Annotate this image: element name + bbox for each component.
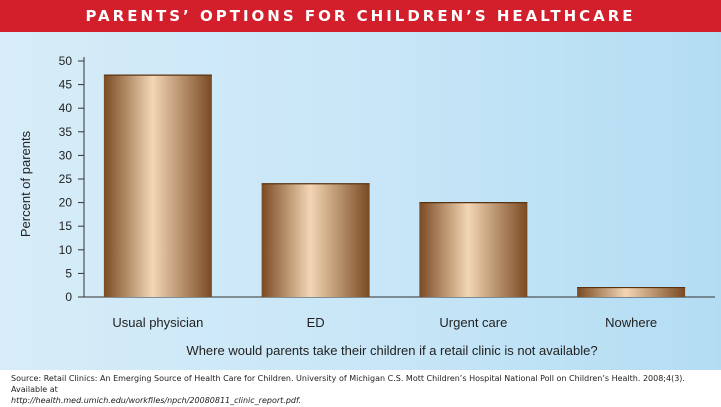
- y-tick-label: 15: [59, 219, 73, 233]
- y-tick-label: 10: [59, 243, 73, 257]
- bar-nowhere: [577, 287, 686, 297]
- x-tick-label: Usual physician: [112, 315, 203, 330]
- x-tick-label: Urgent care: [439, 315, 507, 330]
- bar-usual-physician: [103, 75, 212, 297]
- y-tick-label: 5: [65, 266, 72, 280]
- x-axis-label: Where would parents take their children …: [186, 343, 597, 358]
- y-tick-label: 25: [59, 172, 73, 186]
- chart-title-banner: PARENTS’ OPTIONS FOR CHILDREN’S HEALTHCA…: [0, 0, 721, 32]
- footer: [0, 370, 721, 407]
- bar-chart: 0 5 10 15 20 25 30 35 40 45 50 Usual physician ED Ur…: [18, 54, 715, 358]
- source-text: Source: Retail Clinics: An Emerging Sour…: [11, 374, 685, 394]
- y-tick-label: 50: [59, 54, 73, 68]
- bar-urgent-care: [419, 202, 528, 297]
- y-tick-label: 35: [59, 125, 73, 139]
- x-tick-label: ED: [307, 315, 325, 330]
- bar-ed: [261, 183, 370, 297]
- y-tick-label: 40: [59, 101, 73, 115]
- y-tick-label: 30: [59, 148, 73, 162]
- y-tick-label: 0: [65, 290, 72, 304]
- y-tick-label: 45: [59, 78, 73, 92]
- y-tick-label: 20: [59, 196, 73, 210]
- source-url: http://health.med.umich.edu/workfiles/np…: [11, 396, 302, 405]
- source-note: Source: Retail Clinics: An Emerging Sour…: [11, 373, 701, 406]
- x-tick-label: Nowhere: [605, 315, 657, 330]
- y-axis-label: Percent of parents: [18, 130, 33, 237]
